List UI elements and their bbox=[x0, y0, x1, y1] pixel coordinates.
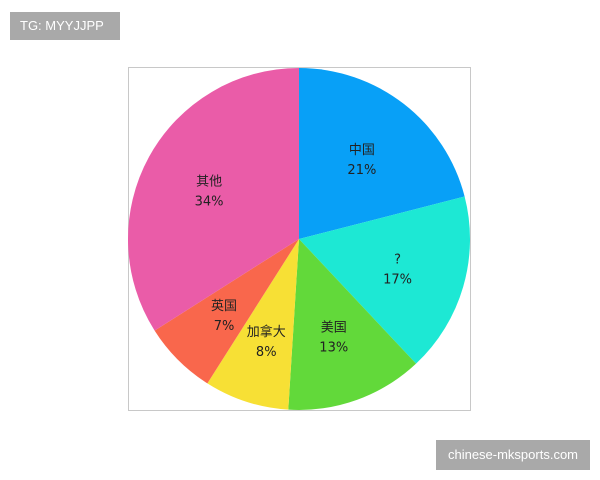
pie-slice-3 bbox=[207, 239, 299, 410]
pie-slice-4 bbox=[154, 239, 299, 384]
slice-label: 英国 bbox=[211, 299, 237, 314]
pie-slice-0 bbox=[299, 68, 465, 239]
pie-slice-1 bbox=[299, 196, 471, 364]
slice-label: ? bbox=[394, 253, 401, 268]
slice-label: 中国 bbox=[349, 143, 375, 158]
slice-label: 加拿大 bbox=[247, 324, 286, 340]
slice-percent-label: 21% bbox=[347, 163, 376, 178]
slice-percent-label: 7% bbox=[214, 319, 235, 334]
slice-percent-label: 13% bbox=[319, 341, 348, 356]
slice-percent-label: 17% bbox=[383, 273, 412, 288]
pie-slice-2 bbox=[288, 239, 417, 410]
slice-percent-label: 8% bbox=[256, 345, 277, 360]
watermark-top-left: TG: MYYJJPP bbox=[10, 12, 120, 40]
slice-percent-label: 34% bbox=[195, 195, 224, 210]
watermark-bottom-right: chinese-mksports.com bbox=[436, 440, 590, 470]
slice-label: 美国 bbox=[321, 321, 347, 336]
pie-slice-5 bbox=[128, 68, 299, 331]
slice-label: 其他 bbox=[196, 175, 222, 190]
